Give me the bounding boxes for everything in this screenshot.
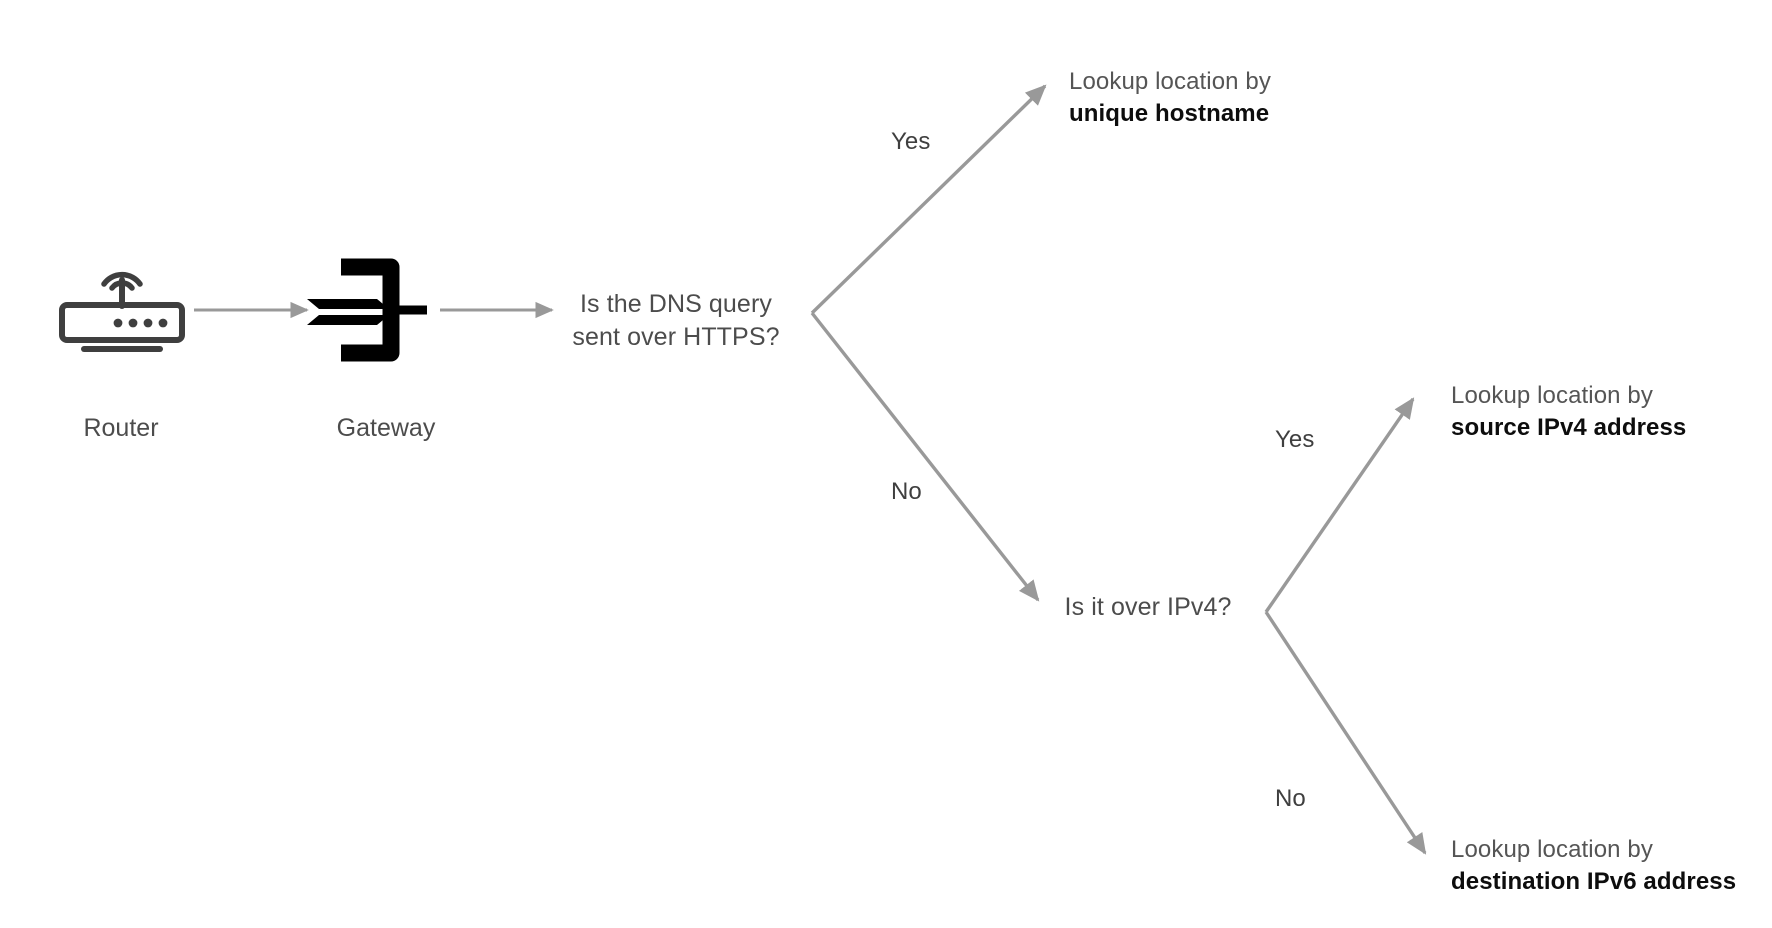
connector-https-yes — [810, 84, 1047, 315]
decision-dns-https-line1: Is the DNS query — [580, 290, 772, 318]
decision-dns-https-line2: sent over HTTPS? — [572, 323, 780, 351]
gateway-caption: Gateway — [336, 414, 436, 442]
outcome-source-ipv4-line1: Lookup location by — [1451, 382, 1653, 409]
gateway-icon — [305, 255, 435, 365]
outcome-unique-hostname: Lookup location by unique hostname — [1069, 66, 1271, 130]
connector-ipv4-no — [1264, 611, 1427, 855]
edge-label-https-yes: Yes — [891, 128, 931, 155]
outcome-unique-hostname-line1: Lookup location by — [1069, 68, 1271, 95]
router-caption: Router — [83, 414, 159, 442]
edge-label-https-no: No — [891, 478, 922, 505]
outcome-source-ipv4-line2: source IPv4 address — [1451, 414, 1687, 441]
outcome-unique-hostname-line2: unique hostname — [1069, 100, 1270, 127]
decision-ipv4-line1: Is it over IPv4? — [1064, 593, 1232, 621]
outcome-destination-ipv6: Lookup location by destination IPv6 addr… — [1451, 834, 1736, 898]
connector-https-no — [810, 311, 1040, 602]
decision-ipv4: Is it over IPv4? — [1065, 591, 1232, 624]
outcome-destination-ipv6-line2: destination IPv6 address — [1451, 868, 1737, 895]
edge-label-ipv4-no: No — [1275, 785, 1306, 812]
decision-dns-https: Is the DNS query sent over HTTPS? — [572, 288, 779, 354]
outcome-destination-ipv6-line1: Lookup location by — [1451, 836, 1653, 863]
edge-label-ipv4-yes: Yes — [1275, 426, 1315, 453]
router-icon — [52, 252, 192, 362]
outcome-source-ipv4: Lookup location by source IPv4 address — [1451, 380, 1686, 444]
